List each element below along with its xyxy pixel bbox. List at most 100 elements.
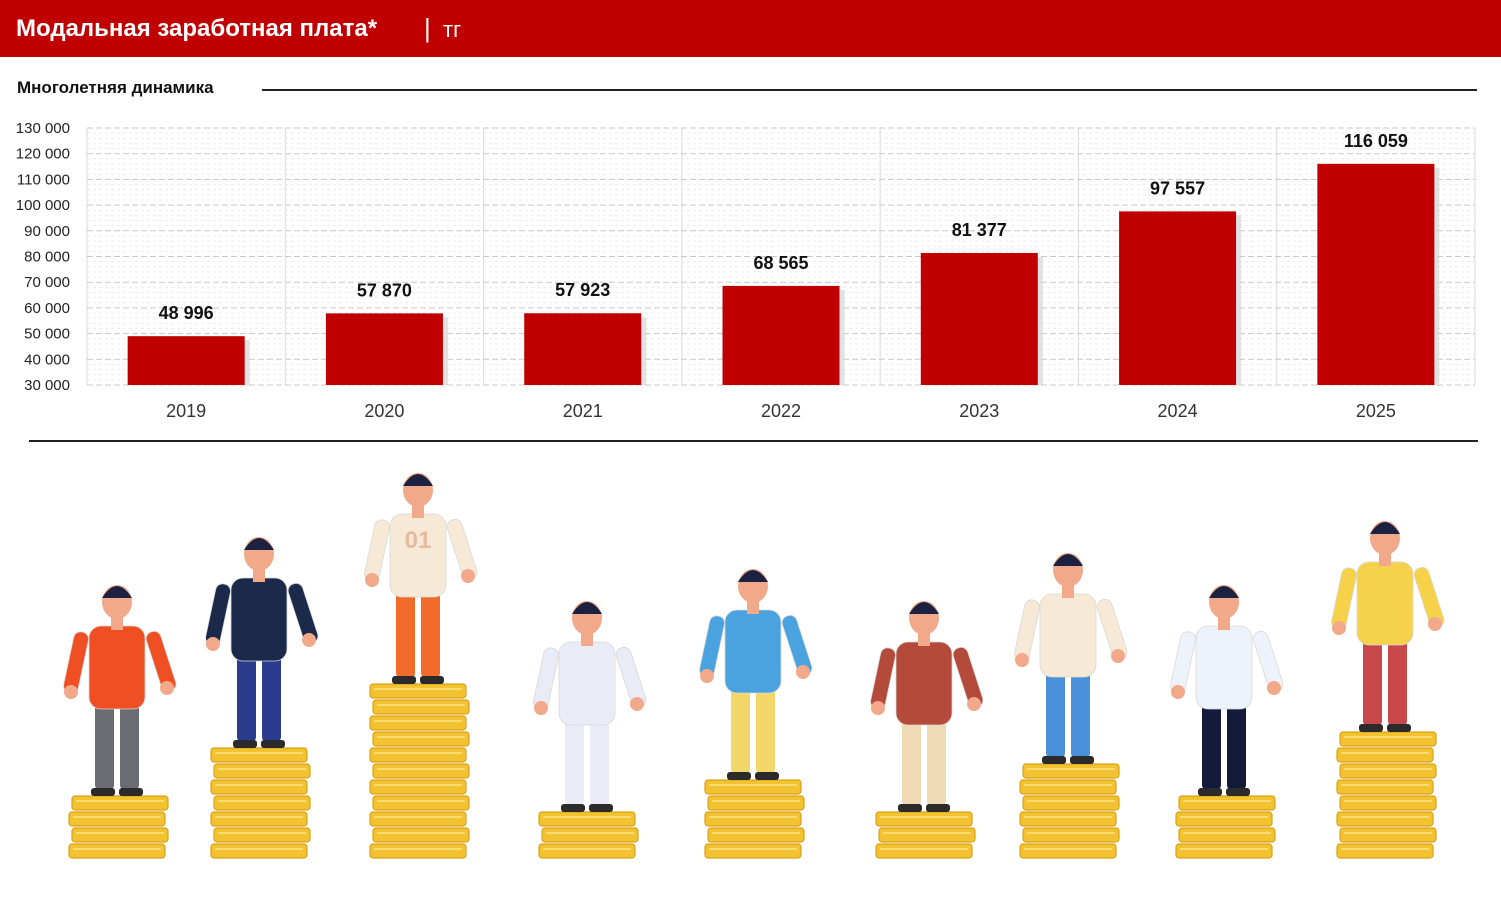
arm-left bbox=[870, 647, 896, 710]
leg-right bbox=[262, 653, 281, 742]
x-tick-label: 2021 bbox=[563, 401, 603, 421]
arm-right bbox=[1413, 566, 1445, 628]
arm-left bbox=[364, 519, 390, 582]
hand-right bbox=[1428, 617, 1442, 631]
neck bbox=[111, 616, 123, 630]
coin-layer bbox=[372, 827, 470, 843]
leg-right bbox=[1388, 637, 1407, 726]
coin-layer bbox=[1339, 731, 1437, 747]
coin-layer bbox=[1019, 811, 1117, 827]
x-tick-label: 2020 bbox=[364, 401, 404, 421]
coin-layer bbox=[704, 843, 802, 859]
hair bbox=[909, 602, 939, 614]
coin-layer bbox=[1339, 763, 1437, 779]
y-tick-label: 110 000 bbox=[17, 171, 70, 188]
coin-layer bbox=[707, 795, 805, 811]
leg-left bbox=[565, 717, 584, 806]
worker-waiter bbox=[1170, 585, 1284, 859]
coin-layer bbox=[538, 811, 636, 827]
coin-layer bbox=[875, 843, 973, 859]
worker-office-worker bbox=[205, 537, 319, 859]
arm-right bbox=[145, 630, 177, 692]
shoe-left bbox=[233, 740, 257, 748]
hand-left bbox=[1332, 621, 1346, 635]
coin-layer bbox=[369, 843, 467, 859]
coin-layer bbox=[875, 811, 973, 827]
hand-right bbox=[461, 569, 475, 583]
coin-layer bbox=[1019, 843, 1117, 859]
arm-left bbox=[63, 631, 89, 694]
shoe-right bbox=[420, 676, 444, 684]
bar-2024 bbox=[1119, 211, 1237, 385]
hand-right bbox=[967, 697, 981, 711]
coin-layer bbox=[1178, 827, 1276, 843]
header-bar: Модальная заработная плата* | тг bbox=[0, 0, 1501, 57]
shoe-right bbox=[589, 804, 613, 812]
hand-right bbox=[1111, 649, 1125, 663]
y-tick-label: 70 000 bbox=[24, 274, 70, 291]
hair bbox=[1370, 522, 1400, 534]
torso bbox=[1356, 561, 1414, 646]
chart-bottom-divider bbox=[29, 440, 1478, 442]
coin-layer bbox=[372, 731, 470, 747]
torso bbox=[895, 641, 953, 726]
leg-left bbox=[95, 701, 114, 790]
coin-layer bbox=[210, 747, 308, 763]
torso bbox=[88, 625, 146, 710]
workers-illustration: 01 bbox=[63, 473, 1445, 859]
shoe-left bbox=[1359, 724, 1383, 732]
neck bbox=[1218, 616, 1230, 630]
data-label: 97 557 bbox=[1150, 178, 1205, 198]
neck bbox=[1062, 584, 1074, 598]
shoe-left bbox=[727, 772, 751, 780]
x-tick-label: 2019 bbox=[166, 401, 206, 421]
hair bbox=[738, 570, 768, 582]
torso bbox=[724, 609, 782, 694]
coin-layer bbox=[1022, 827, 1120, 843]
hair bbox=[244, 538, 274, 550]
torso bbox=[230, 577, 288, 662]
arm-right bbox=[952, 646, 984, 708]
leg-right bbox=[421, 589, 440, 678]
coin-layer bbox=[1175, 843, 1273, 859]
coin-layer bbox=[878, 827, 976, 843]
worker-gardener bbox=[870, 601, 984, 859]
bar-2020 bbox=[325, 313, 443, 385]
coin-layer bbox=[210, 843, 308, 859]
coin-layer bbox=[369, 811, 467, 827]
y-tick-label: 80 000 bbox=[24, 249, 70, 266]
x-tick-label: 2024 bbox=[1158, 401, 1198, 421]
hand-left bbox=[206, 637, 220, 651]
data-label: 57 870 bbox=[357, 280, 412, 300]
x-tick-label: 2023 bbox=[959, 401, 999, 421]
coin-layer bbox=[541, 827, 639, 843]
leg-left bbox=[1046, 669, 1065, 758]
x-tick-label: 2022 bbox=[761, 401, 801, 421]
leg-right bbox=[1227, 701, 1246, 790]
bar-2019 bbox=[127, 336, 245, 385]
coin-layer bbox=[538, 843, 636, 859]
coin-layer bbox=[372, 795, 470, 811]
coin-layer bbox=[1336, 811, 1434, 827]
shoe-left bbox=[392, 676, 416, 684]
y-tick-label: 40 000 bbox=[24, 351, 70, 368]
hand-left bbox=[534, 701, 548, 715]
coin-layer bbox=[369, 747, 467, 763]
y-tick-label: 120 000 bbox=[16, 146, 70, 163]
coin-layer bbox=[71, 827, 169, 843]
coin-layer bbox=[1022, 763, 1120, 779]
neck bbox=[412, 504, 424, 518]
arm-left bbox=[1014, 599, 1040, 662]
bar-2021 bbox=[524, 313, 642, 385]
worker-photographer bbox=[1331, 521, 1445, 859]
arm-right bbox=[287, 582, 319, 644]
leg-left bbox=[1202, 701, 1221, 790]
title-separator: | bbox=[424, 13, 431, 43]
coin-layer bbox=[372, 699, 470, 715]
y-tick-label: 60 000 bbox=[24, 300, 70, 317]
x-axis-ticks: 2019 2020 2021 2022 2023 2024 2025 bbox=[166, 401, 1396, 421]
y-axis-ticks: 30 000 40 000 50 000 60 000 70 000 80 000 90 0… bbox=[16, 120, 70, 394]
jersey-number: 01 bbox=[405, 527, 432, 554]
arm-left bbox=[1170, 631, 1196, 694]
shoe-right bbox=[261, 740, 285, 748]
